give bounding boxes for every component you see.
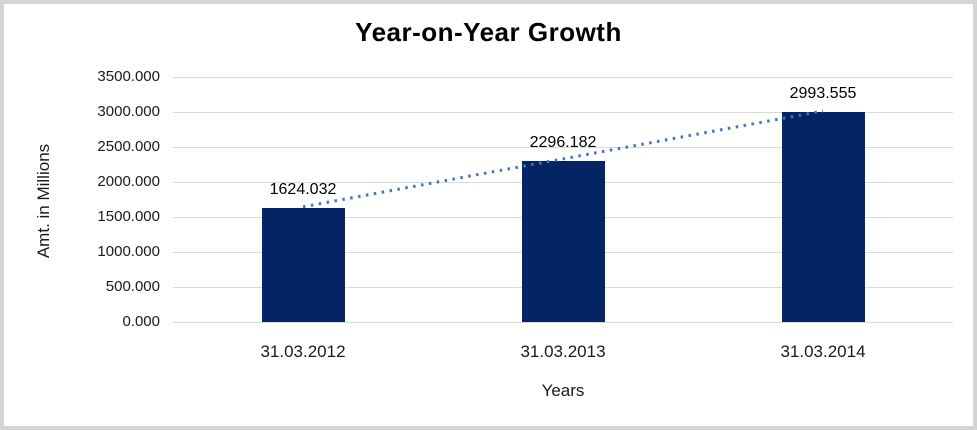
y-tick-label: 0.000 <box>122 313 160 330</box>
gridline <box>173 322 953 323</box>
y-axis-title: Amt. in Millions <box>34 143 53 259</box>
y-tick-label: 3500.000 <box>97 68 160 85</box>
gridline <box>173 77 953 78</box>
y-tick-label: 2000.000 <box>97 173 160 190</box>
x-tick-label: 31.03.2012 <box>260 342 346 361</box>
x-axis-title: Years <box>541 381 585 400</box>
bar-31.03.2013 <box>522 161 605 322</box>
y-tick-label: 1500.000 <box>97 208 160 225</box>
chart-title: Year-on-Year Growth <box>355 17 622 47</box>
bar-31.03.2014 <box>782 112 865 322</box>
y-tick-label: 1000.000 <box>97 243 160 260</box>
x-tick-label: 31.03.2013 <box>520 342 606 361</box>
bar-data-label: 2993.555 <box>789 85 857 102</box>
x-tick-label: 31.03.2014 <box>780 342 866 361</box>
bar-31.03.2012 <box>262 208 345 322</box>
y-tick-label: 500.000 <box>105 278 160 295</box>
y-tick-label: 2500.000 <box>97 138 160 155</box>
y-tick-label: 3000.000 <box>97 103 160 120</box>
bar-data-label: 2296.182 <box>529 134 597 151</box>
bar-data-label: 1624.032 <box>269 181 337 198</box>
